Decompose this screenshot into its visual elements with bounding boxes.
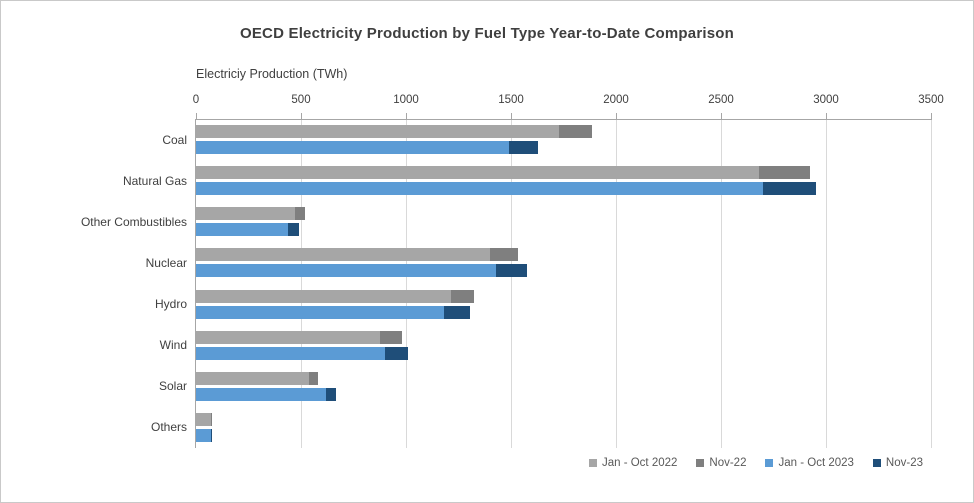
x-axis-title: Electriciy Production (TWh) xyxy=(196,67,348,81)
bar-other-combustibles-jan-oct-2023 xyxy=(196,223,289,237)
category-label-hydro: Hydro xyxy=(154,297,187,312)
gridline xyxy=(510,119,512,448)
category-label-wind: Wind xyxy=(159,338,187,353)
bar-natural-gas-jan-oct-2022 xyxy=(196,166,759,180)
bar-nuclear-jan-oct-2023 xyxy=(196,264,497,278)
bar-hydro-nov-23 xyxy=(443,305,471,319)
bar-coal-jan-oct-2023 xyxy=(196,141,509,154)
legend-label: Jan - Oct 2022 xyxy=(601,457,678,469)
legend-swatch-icon xyxy=(765,459,774,467)
bar-solar-jan-oct-2022 xyxy=(196,371,310,385)
bar-coal-nov-23 xyxy=(508,141,539,154)
bar-wind-nov-22 xyxy=(379,330,402,344)
bar-hydro-nov-22 xyxy=(451,289,475,303)
bar-other-combustibles-jan-oct-2022 xyxy=(196,207,295,221)
bar-other-combustibles-nov-23 xyxy=(288,223,299,237)
bar-hydro-jan-oct-2023 xyxy=(196,305,444,319)
legend-label: Jan - Oct 2023 xyxy=(778,457,854,469)
bar-wind-jan-oct-2022 xyxy=(196,330,380,344)
category-label-coal: Coal xyxy=(162,132,187,147)
legend-item-nov-22: Nov-22 xyxy=(696,457,746,469)
bar-solar-nov-22 xyxy=(309,371,318,385)
tick-mark xyxy=(720,113,722,120)
tick-mark xyxy=(300,113,302,120)
x-tick-label: 0 xyxy=(192,94,200,106)
tick-mark xyxy=(195,113,197,120)
tick-mark xyxy=(930,113,932,120)
tick-mark xyxy=(405,113,407,120)
bar-others-nov-22 xyxy=(210,412,213,426)
x-tick-label: 2500 xyxy=(708,94,734,106)
gridline xyxy=(405,119,407,448)
gridline xyxy=(615,119,617,448)
category-label-others: Others xyxy=(150,420,187,435)
bar-solar-jan-oct-2023 xyxy=(196,387,327,401)
legend-swatch-icon xyxy=(696,459,705,467)
category-label-solar: Solar xyxy=(158,379,187,394)
bar-others-jan-oct-2023 xyxy=(196,428,211,442)
bar-others-jan-oct-2022 xyxy=(196,412,211,426)
bar-nuclear-nov-22 xyxy=(490,248,519,262)
legend-label: Nov-23 xyxy=(885,457,923,469)
x-axis-line xyxy=(196,119,932,120)
gridline xyxy=(930,119,932,448)
legend-item-jan-oct-2022: Jan - Oct 2022 xyxy=(588,457,678,469)
x-tick-label: 2000 xyxy=(603,94,629,106)
bar-nuclear-jan-oct-2022 xyxy=(196,248,490,262)
bar-nuclear-nov-23 xyxy=(496,264,527,278)
bar-hydro-jan-oct-2022 xyxy=(196,289,452,303)
bar-others-nov-23 xyxy=(210,428,213,442)
tick-mark xyxy=(615,113,617,120)
tick-mark xyxy=(510,113,512,120)
gridline xyxy=(825,119,827,448)
bar-other-combustibles-nov-22 xyxy=(294,207,306,221)
bar-natural-gas-nov-22 xyxy=(758,166,811,180)
category-label-natural-gas: Natural Gas xyxy=(122,173,187,188)
category-label-other-combustibles: Other Combustibles xyxy=(80,214,187,229)
y-axis-line xyxy=(195,119,196,448)
legend-item-jan-oct-2023: Jan - Oct 2023 xyxy=(765,457,854,469)
bar-solar-nov-23 xyxy=(326,387,336,401)
x-tick-label: 500 xyxy=(291,94,311,106)
bar-natural-gas-nov-23 xyxy=(763,182,816,196)
x-tick-label: 3000 xyxy=(813,94,839,106)
bar-coal-nov-22 xyxy=(559,125,592,138)
bar-wind-jan-oct-2023 xyxy=(196,346,385,360)
legend: Jan - Oct 2022 Nov-22 Jan - Oct 2023 Nov-23 xyxy=(588,457,923,469)
legend-item-nov-23: Nov-23 xyxy=(872,457,923,469)
x-tick-label: 1500 xyxy=(498,94,524,106)
bar-natural-gas-jan-oct-2023 xyxy=(196,182,763,196)
tick-mark xyxy=(825,113,827,120)
bar-coal-jan-oct-2022 xyxy=(196,125,560,138)
x-tick-label: 1000 xyxy=(393,94,419,106)
legend-swatch-icon xyxy=(588,459,597,467)
gridline xyxy=(720,119,722,448)
legend-swatch-icon xyxy=(872,459,881,467)
legend-label: Nov-22 xyxy=(709,457,747,469)
category-label-nuclear: Nuclear xyxy=(145,255,187,270)
x-tick-label: 3500 xyxy=(918,94,944,106)
bar-wind-nov-23 xyxy=(385,346,409,360)
gridline xyxy=(300,119,302,448)
chart-title: OECD Electricity Production by Fuel Type… xyxy=(239,25,734,42)
